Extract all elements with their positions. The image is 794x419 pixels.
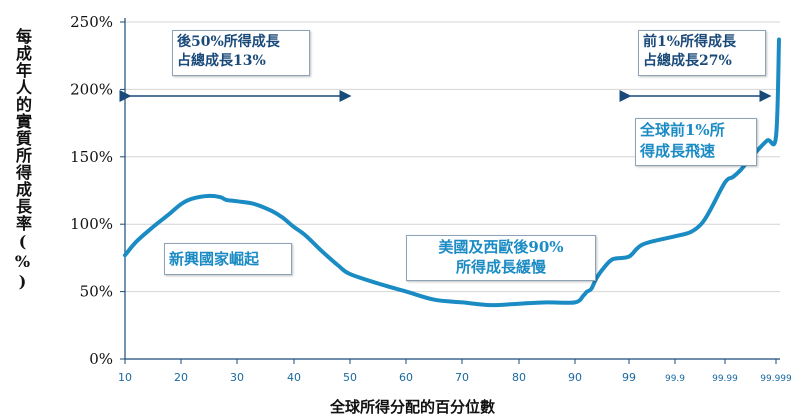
- top1-annotation: 前1%所得成長 占總成長27%: [638, 30, 766, 76]
- y-tick-label: 100%: [70, 215, 113, 233]
- y-tick-label: 50%: [80, 283, 113, 301]
- global-top1-annotation: 全球前1%所 得成長飛速: [635, 118, 757, 166]
- x-tick-label: 99.999: [760, 374, 792, 384]
- y-tick-labels: 0% 50% 100% 150% 200% 250%: [70, 13, 113, 368]
- us-europe-annotation: 美國及西歐後90% 所得成長緩慢: [406, 235, 596, 281]
- x-tick-label: 20: [174, 371, 188, 384]
- x-tick-label: 99.9: [665, 374, 685, 384]
- x-tick-label: 60: [399, 371, 413, 384]
- x-tick-label: 80: [512, 371, 526, 384]
- x-tick-label: 99: [622, 371, 636, 384]
- emerging-markets-annotation: 新興國家崛起: [164, 243, 292, 275]
- bottom50-annotation: 後50%所得成長 占總成長13%: [172, 30, 310, 76]
- x-tick-labels: 10 20 30 40 50 60 70 80 90 99 99.9 99.99 99.999: [118, 371, 792, 384]
- grid-lines: [125, 21, 780, 293]
- x-tick-label: 50: [343, 371, 357, 384]
- growth-curve: [123, 37, 781, 308]
- axes: [120, 18, 780, 364]
- x-tick-label: 10: [118, 371, 132, 384]
- y-tick-label: 250%: [70, 13, 113, 31]
- y-tick-label: 150%: [70, 148, 113, 166]
- x-tick-label: 40: [287, 371, 301, 384]
- y-axis-title: 每成年人的實質所得成長率(%): [13, 28, 32, 292]
- y-tick-label: 200%: [70, 80, 113, 98]
- x-tick-label: 30: [230, 371, 244, 384]
- x-tick-label: 90: [568, 371, 582, 384]
- x-tick-label: 99.99: [712, 374, 738, 384]
- y-tick-label: 0%: [89, 350, 113, 368]
- x-tick-label: 70: [455, 371, 469, 384]
- x-axis-title: 全球所得分配的百分位數: [330, 398, 496, 416]
